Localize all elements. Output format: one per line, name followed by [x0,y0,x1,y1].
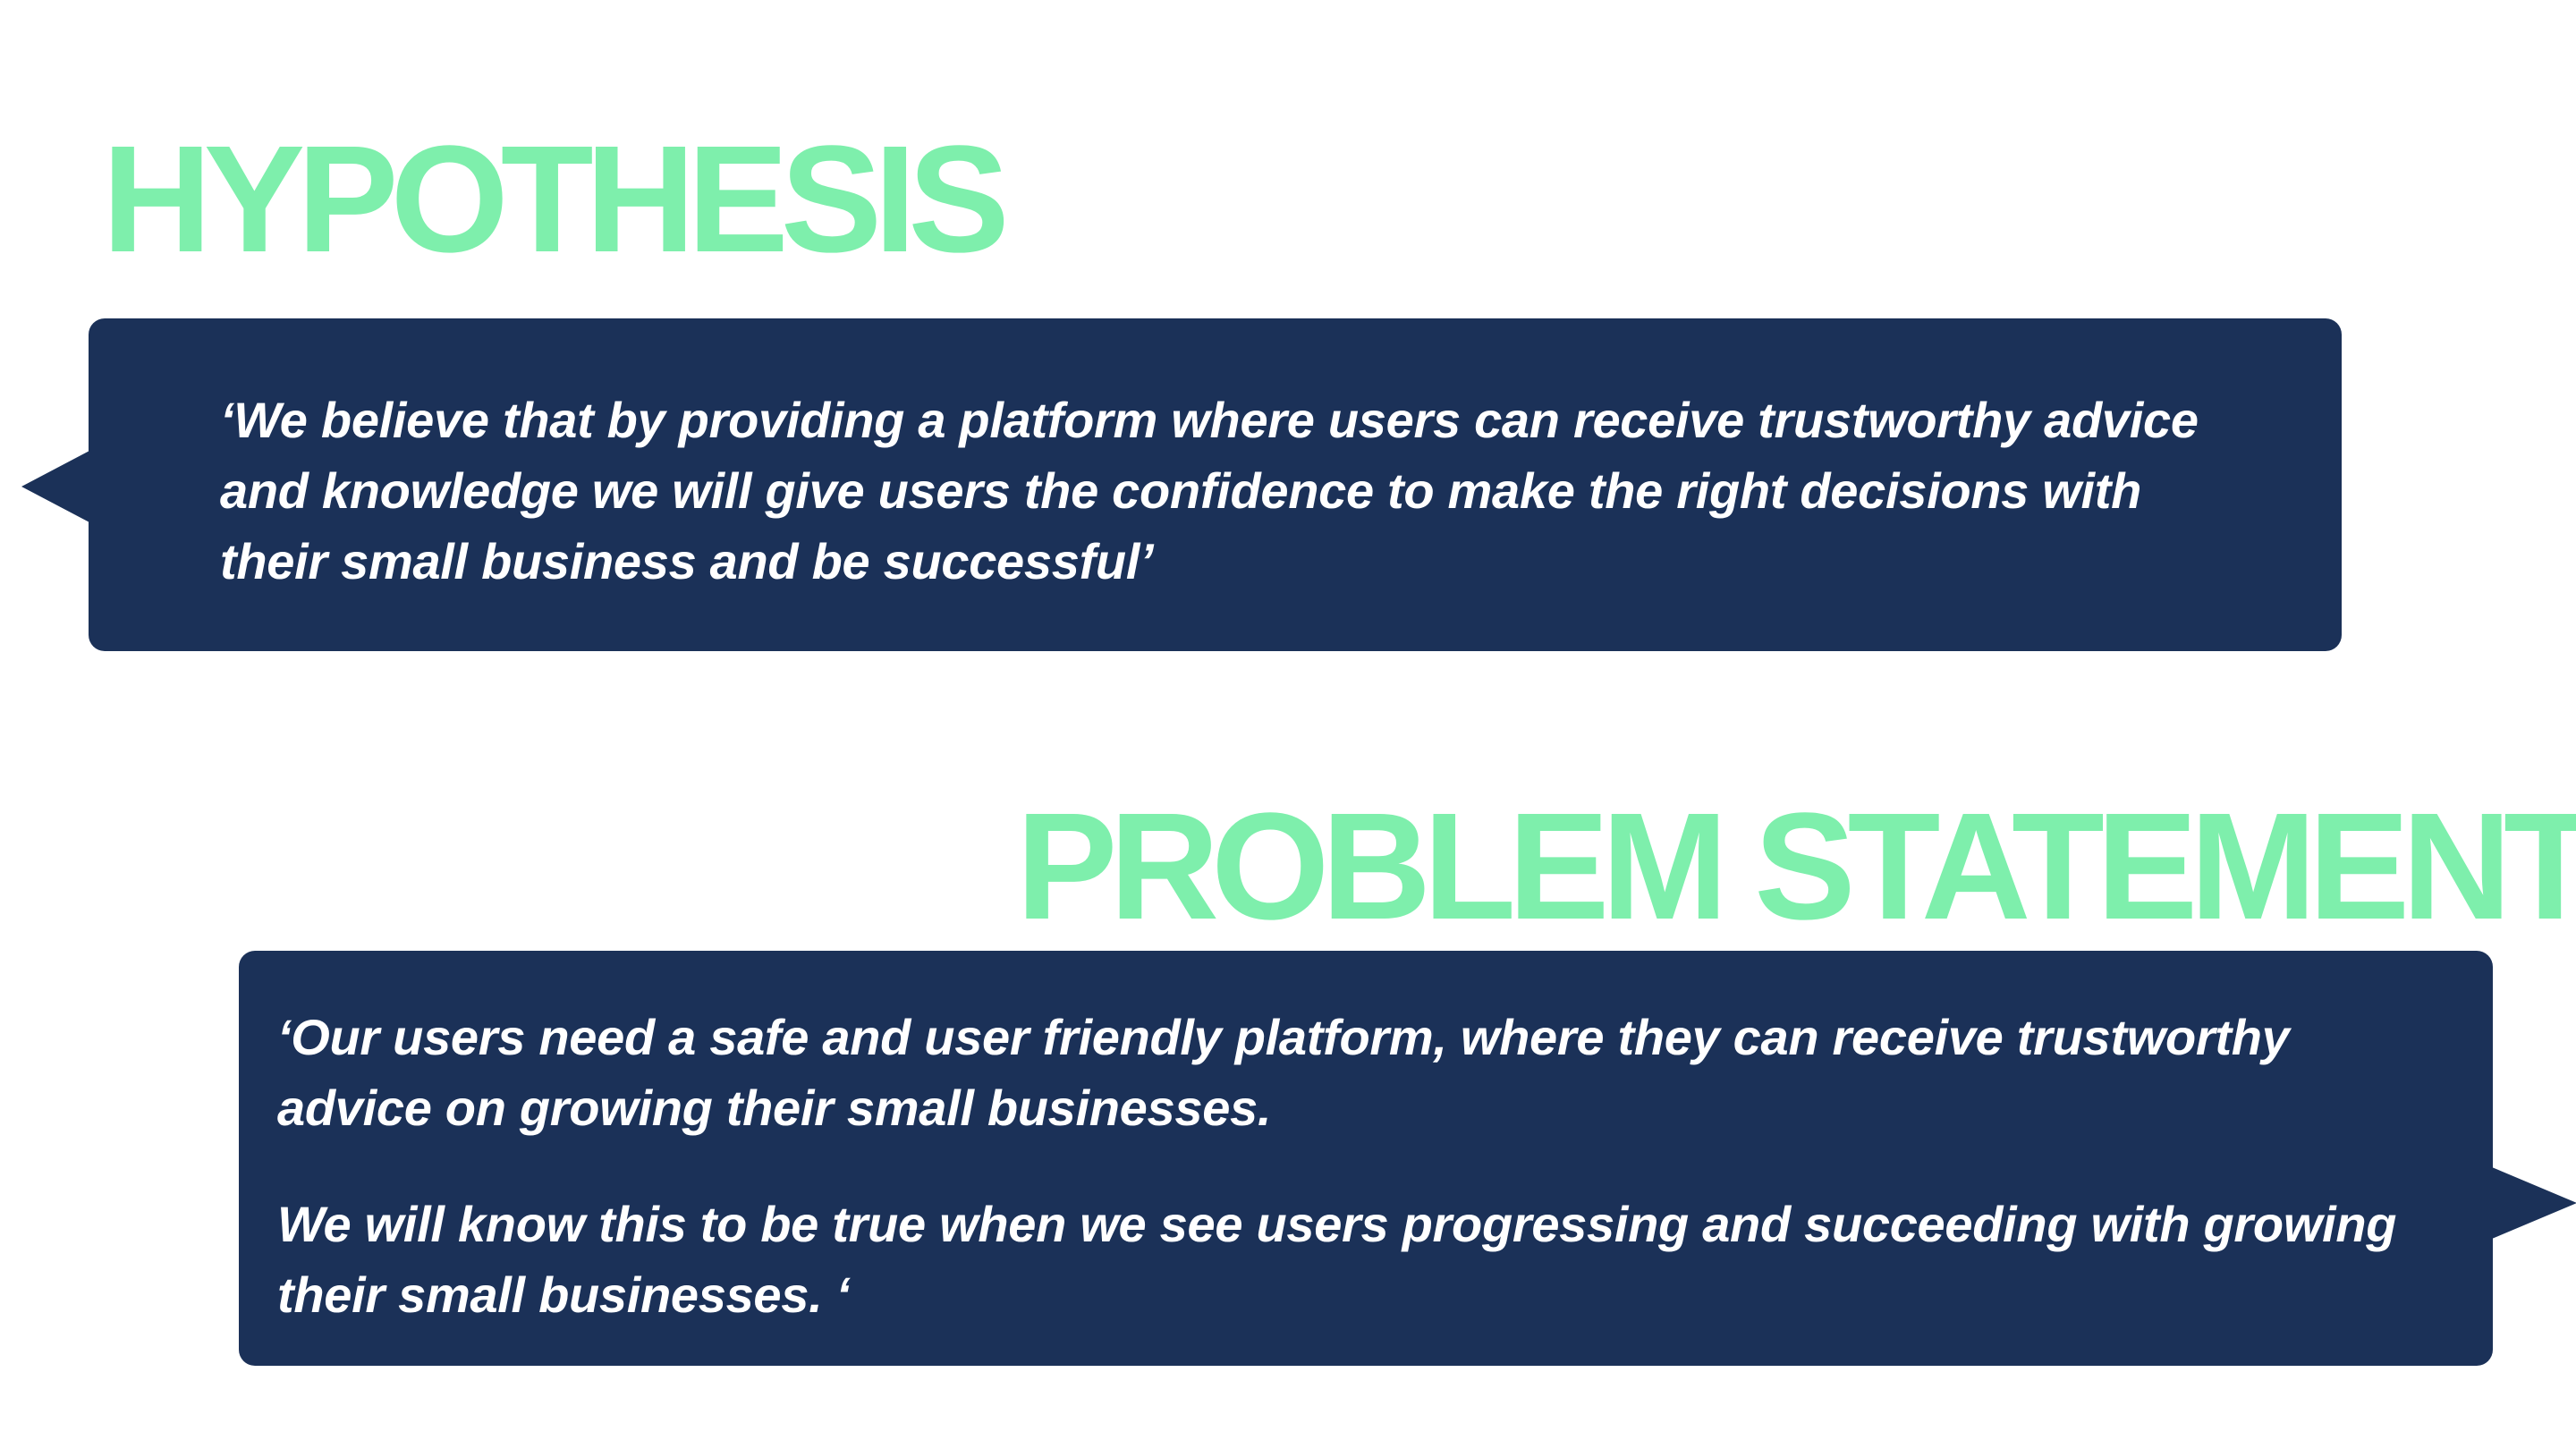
problem-statement-success-measure: We will know this to be true when we see… [277,1196,2397,1323]
problem-statement-heading: PROBLEM STATEMENT [1016,782,2576,952]
hypothesis-heading: HYPOTHESIS [102,114,1010,284]
hypothesis-quote: ‘We believe that by providing a platform… [220,392,2199,589]
problem-statement-speech-bubble: ‘Our users need a safe and user friendly… [239,951,2576,1366]
problem-statement-paragraph: ‘Our users need a safe and user friendly… [277,1009,2290,1136]
hypothesis-speech-bubble: ‘We believe that by providing a platform… [21,318,2342,651]
